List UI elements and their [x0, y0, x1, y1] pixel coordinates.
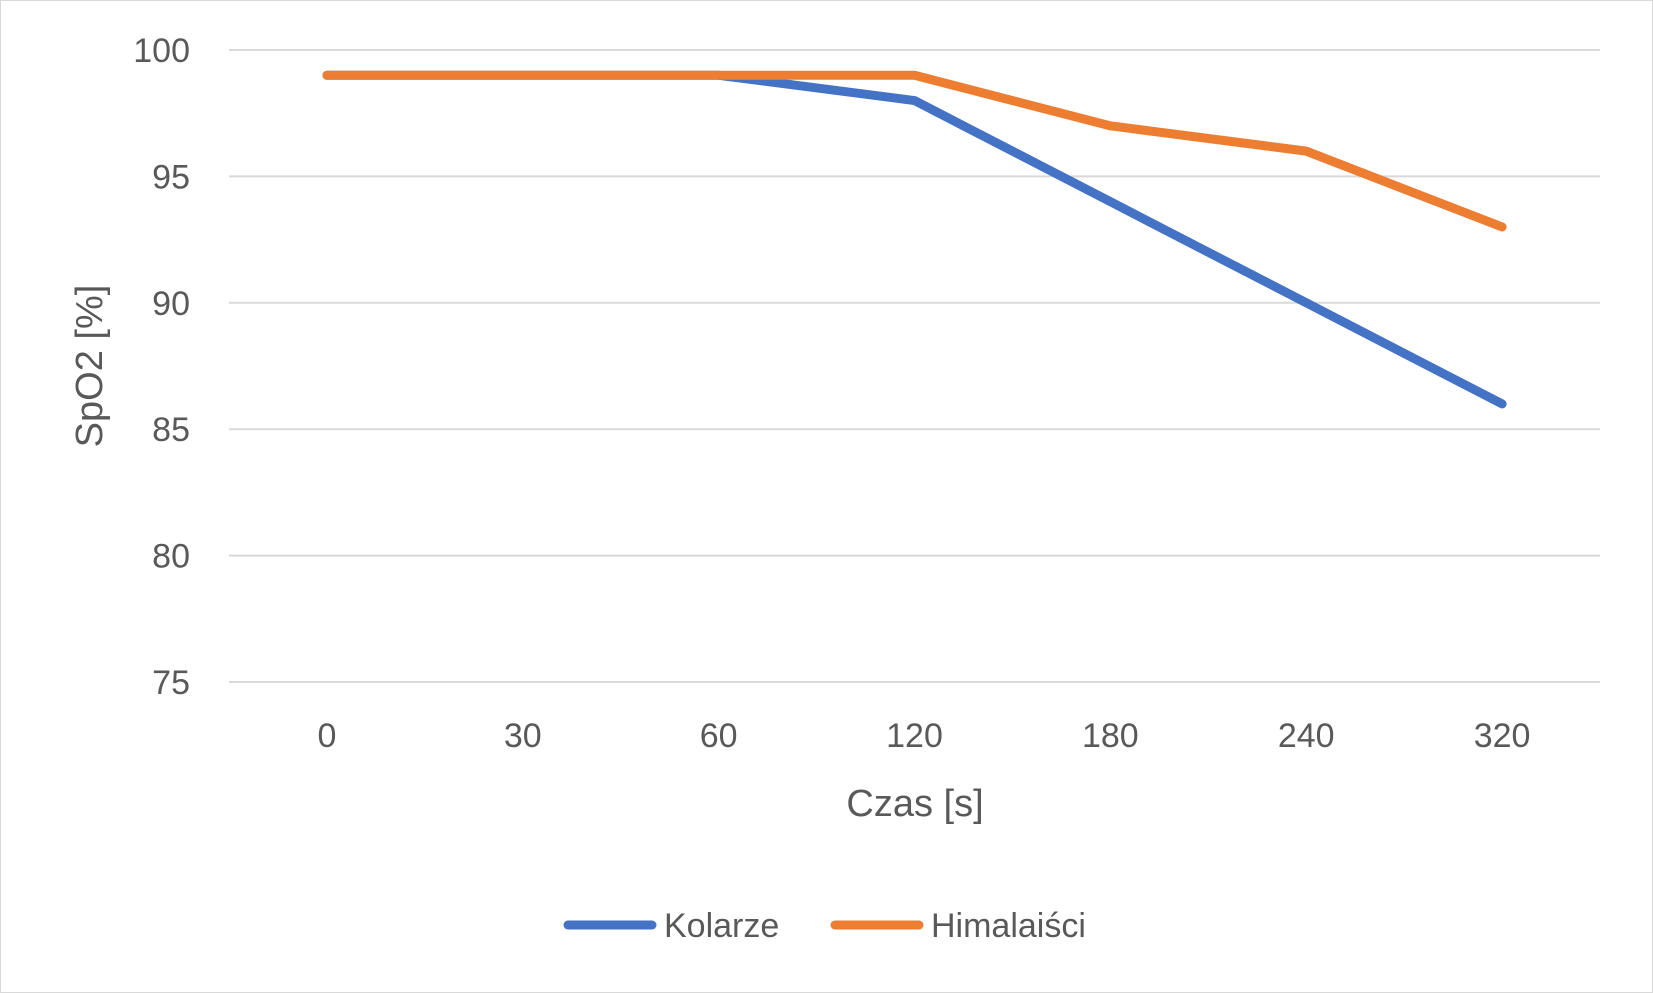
x-tick-label: 180 — [1082, 717, 1139, 755]
legend: Kolarze Himalaiści — [563, 907, 1086, 945]
y-tick-label: 75 — [152, 664, 190, 702]
x-axis-title: Czas [s] — [846, 783, 983, 825]
gridlines — [229, 49, 1600, 683]
y-tick-label: 100 — [133, 32, 190, 70]
y-tick-label: 80 — [152, 538, 190, 576]
y-axis-ticks: 75 80 85 90 95 100 — [133, 32, 190, 702]
legend-label-1: Kolarze — [664, 907, 779, 945]
x-tick-label: 240 — [1278, 717, 1335, 755]
y-tick-label: 95 — [152, 158, 190, 196]
series-line-1 — [322, 70, 1507, 409]
x-axis-ticks: 0 30 60 120 180 240 320 — [317, 717, 1530, 755]
series-line-2 — [322, 70, 1507, 232]
x-tick-label: 30 — [504, 717, 542, 755]
y-tick-label: 90 — [152, 285, 190, 323]
legend-label-2: Himalaiści — [931, 907, 1086, 945]
x-tick-label: 320 — [1474, 717, 1531, 755]
y-tick-label: 85 — [152, 411, 190, 449]
series-lines — [322, 70, 1507, 409]
x-tick-label: 0 — [317, 717, 336, 755]
x-tick-label: 60 — [700, 717, 738, 755]
y-axis-title: SpO2 [%] — [69, 285, 111, 448]
x-tick-label: 120 — [886, 717, 943, 755]
